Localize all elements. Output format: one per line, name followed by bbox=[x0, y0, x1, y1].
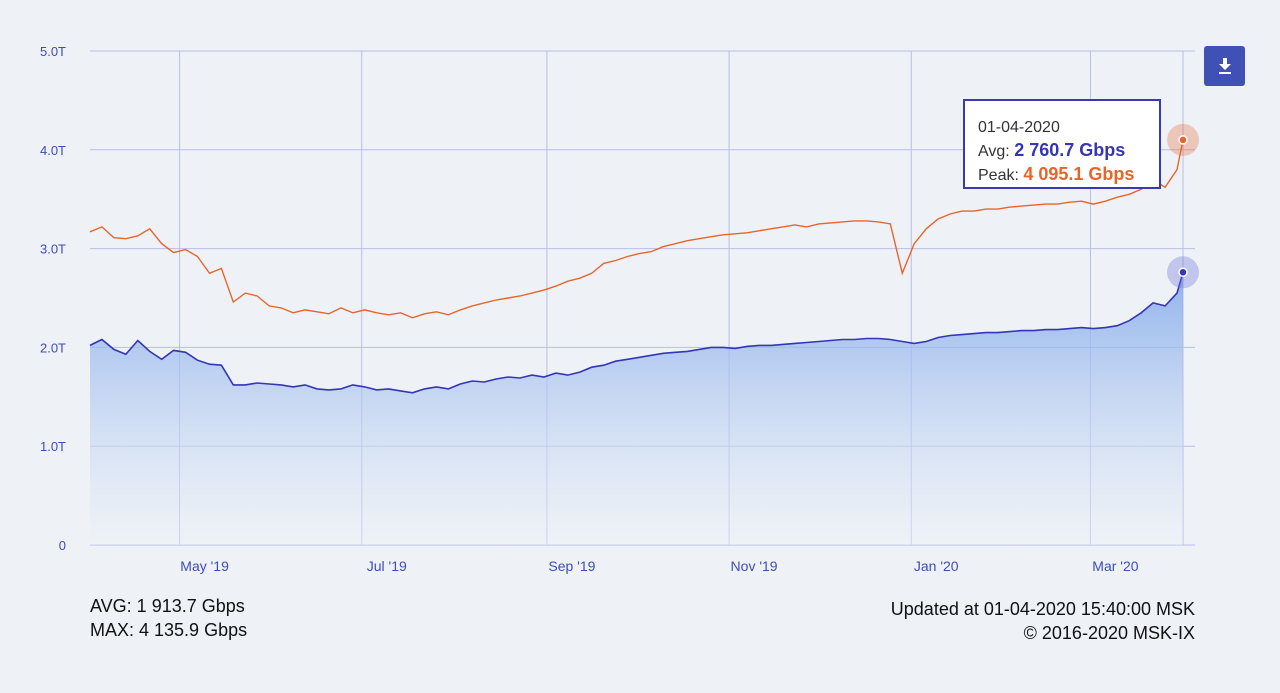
avg-area bbox=[90, 272, 1183, 545]
tooltip-date: 01-04-2020 bbox=[978, 119, 1060, 136]
copyright-text: © 2016-2020 MSK-IX bbox=[1023, 623, 1195, 643]
updated-text: Updated at 01-04-2020 15:40:00 MSK bbox=[890, 599, 1195, 619]
max-stat: MAX: 4 135.9 Gbps bbox=[90, 620, 248, 640]
footer: Updated at 01-04-2020 15:40:00 MSK © 201… bbox=[891, 597, 1195, 645]
y-tick-label: 2.0T bbox=[40, 340, 66, 355]
avg-stat: AVG: 1 913.7 Gbps bbox=[90, 596, 245, 616]
tooltip-avg-value: 2 760.7 Gbps bbox=[1014, 140, 1126, 160]
x-tick-label: Jan '20 bbox=[914, 558, 959, 574]
peak-marker bbox=[1178, 135, 1188, 145]
tooltip-peak-label: Peak: bbox=[978, 167, 1019, 184]
avg-line bbox=[89, 272, 1184, 394]
y-tick-label: 3.0T bbox=[40, 242, 66, 257]
download-button[interactable] bbox=[1204, 46, 1245, 86]
x-tick-label: Mar '20 bbox=[1092, 558, 1138, 574]
tooltip-peak: Peak: 4 095.1 Gbps bbox=[978, 163, 1159, 187]
x-tick-label: May '19 bbox=[180, 558, 229, 574]
y-tick-label: 0 bbox=[59, 538, 66, 553]
series bbox=[89, 139, 1184, 545]
avg-marker bbox=[1178, 267, 1188, 278]
y-tick-label: 5.0T bbox=[40, 44, 66, 59]
tooltip-avg-label: Avg: bbox=[978, 143, 1010, 160]
summary-stats: AVG: 1 913.7 Gbps MAX: 4 135.9 Gbps bbox=[90, 594, 247, 642]
tooltip-peak-value: 4 095.1 Gbps bbox=[1023, 164, 1135, 184]
tooltip-avg: Avg: 2 760.7 Gbps bbox=[978, 139, 1159, 163]
peak-line bbox=[89, 139, 1184, 319]
x-tick-label: Sep '19 bbox=[548, 558, 595, 574]
x-tick-label: Jul '19 bbox=[367, 558, 407, 574]
highlight-markers bbox=[1167, 123, 1199, 289]
axes: 0 1.0T 2.0T 3.0T 4.0T 5.0T May '19 Jul '19 Sep '… bbox=[40, 44, 1139, 574]
download-icon bbox=[1218, 58, 1231, 74]
y-tick-label: 1.0T bbox=[40, 439, 66, 454]
y-tick-label: 4.0T bbox=[40, 143, 66, 158]
chart-tooltip: 01-04-2020 Avg: 2 760.7 Gbps Peak: 4 095… bbox=[963, 99, 1161, 189]
x-tick-label: Nov '19 bbox=[731, 558, 778, 574]
